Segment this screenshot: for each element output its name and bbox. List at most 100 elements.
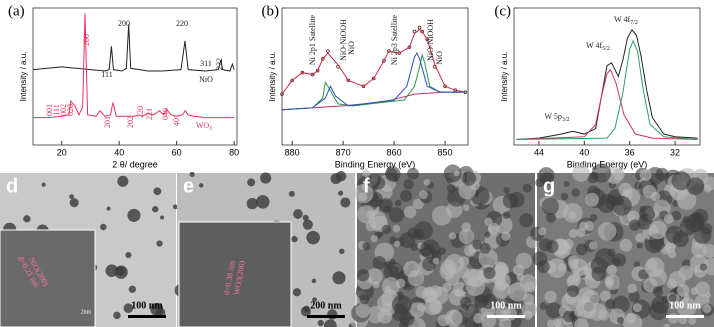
particle: [403, 179, 414, 190]
particle: [634, 181, 643, 190]
particle: [539, 302, 548, 310]
particle: [695, 281, 711, 297]
particle: [612, 195, 632, 216]
annotation: W 4f7/2: [614, 15, 638, 27]
series-line: [281, 91, 466, 111]
particle: [663, 323, 671, 327]
panel-label: (c): [494, 3, 511, 19]
particle: [644, 257, 665, 277]
particle: [639, 168, 652, 181]
annotation-text: 401: [172, 114, 181, 126]
x-tick-label: 32: [670, 147, 680, 157]
particle: [570, 258, 588, 277]
annotation-sub: 3/2: [562, 117, 570, 123]
particle: [691, 241, 708, 258]
particle: [247, 178, 256, 187]
annotation-text: 111: [101, 70, 112, 79]
particle: [414, 221, 433, 240]
data-point: [290, 78, 294, 83]
particle: [288, 190, 295, 197]
particle: [703, 184, 712, 193]
particle: [655, 167, 669, 181]
particle: [686, 177, 705, 196]
particle: [338, 190, 344, 196]
scale-label: 100 nm: [490, 300, 522, 311]
particle: [651, 296, 669, 314]
series-line: [516, 29, 698, 141]
series-line: [281, 53, 466, 111]
particle: [692, 208, 709, 225]
particle: [521, 301, 538, 318]
annotation: 001: [45, 104, 54, 116]
particle: [302, 214, 309, 221]
particle: [160, 215, 165, 220]
particle: [407, 167, 419, 180]
particle: [625, 312, 637, 324]
particle: [544, 290, 557, 304]
scale-label: 100 nm: [131, 300, 163, 311]
particle: [317, 319, 324, 327]
particle: [453, 170, 460, 177]
series-line: [516, 39, 698, 141]
particle: [311, 278, 317, 284]
particle: [502, 211, 511, 219]
data-point: [361, 84, 366, 89]
x-tick-label: 60: [172, 147, 182, 157]
panel-label: d: [6, 175, 18, 197]
particle: [503, 186, 510, 194]
particle: [372, 256, 387, 270]
annotation: 111: [52, 104, 61, 115]
particle: [484, 217, 493, 226]
particle: [635, 233, 645, 243]
particle: [455, 265, 470, 279]
particle: [445, 271, 460, 286]
particle: [431, 205, 452, 226]
particle: [150, 302, 164, 316]
particle: [392, 224, 401, 233]
scale-bar: [666, 315, 704, 318]
annotation-text: NiO-NiOOH: [339, 19, 348, 61]
particle: [561, 292, 581, 312]
annotation-text: Ni 2p1 Satellite: [308, 14, 317, 65]
particle: [563, 238, 574, 250]
inset: [0, 229, 96, 327]
annotation-text: 001: [45, 104, 54, 116]
scale-label: 100 nm: [669, 300, 701, 311]
annotation: NiO-NiOOH: [426, 19, 435, 61]
panel-label: f: [363, 175, 370, 197]
annotation: NiO: [347, 41, 356, 55]
x-tick-label: 860: [387, 147, 402, 157]
particle: [524, 281, 536, 293]
particle: [572, 272, 581, 281]
annotation: 002: [59, 104, 68, 116]
particle: [106, 206, 111, 211]
particle: [399, 189, 413, 203]
series-line: [32, 24, 235, 72]
particle: [156, 240, 163, 247]
series-line: [516, 68, 698, 141]
particle: [69, 198, 79, 208]
particle: [446, 177, 453, 184]
particle: [409, 302, 425, 318]
particle: [199, 183, 204, 188]
particle: [574, 318, 589, 327]
y-axis-label: Intensity / a.u.: [19, 52, 28, 102]
particle: [671, 210, 682, 221]
particle: [641, 212, 649, 220]
particle: [444, 309, 463, 327]
annotation: 202: [126, 116, 135, 128]
particle: [399, 232, 416, 249]
x-tick-label: 20: [57, 147, 67, 157]
data-point: [326, 49, 330, 53]
particle: [41, 182, 46, 187]
particle: [323, 319, 337, 327]
inset-scale: 2nm: [81, 309, 92, 315]
particle: [383, 205, 392, 214]
x-axis-label: Binding Energy (eV): [335, 159, 416, 169]
particle: [585, 192, 599, 207]
annotation-sub: 7/2: [630, 20, 638, 26]
annotation: NiO: [435, 51, 444, 65]
particle: [394, 240, 401, 247]
particle: [571, 188, 580, 197]
particle: [391, 294, 412, 315]
